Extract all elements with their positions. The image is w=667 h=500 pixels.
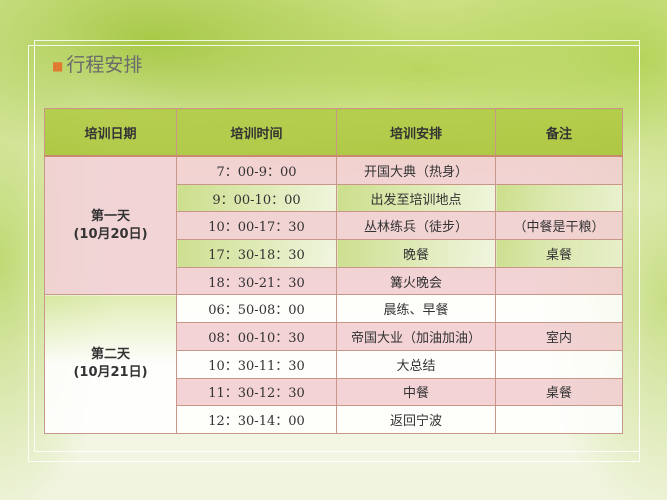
slide-title: ■ 行程安排 bbox=[52, 50, 142, 77]
note-cell: （中餐是干粮） bbox=[495, 211, 623, 241]
header-note: 备注 bbox=[495, 108, 623, 157]
note-cell bbox=[495, 405, 623, 434]
day-cell: 第一天 (10月20日) bbox=[44, 155, 177, 296]
time-cell: 10：30-11：30 bbox=[176, 349, 337, 379]
table-row: 10：00-17：30 丛林练兵（徒步） （中餐是干粮） bbox=[45, 211, 623, 241]
table-row: 12：30-14：00 返回宁波 bbox=[45, 405, 623, 434]
table-row: 11：30-12：30 中餐 桌餐 bbox=[45, 377, 623, 407]
activity-cell: 晨练、早餐 bbox=[336, 294, 496, 324]
note-cell: 室内 bbox=[495, 322, 623, 351]
note-cell bbox=[495, 294, 623, 324]
slide-title-text: 行程安排 bbox=[66, 54, 143, 76]
note-cell: 桌餐 bbox=[495, 377, 623, 407]
note-cell bbox=[495, 183, 623, 213]
day-date: (10月21日) bbox=[73, 365, 148, 381]
activity-cell: 晚餐 bbox=[336, 239, 496, 268]
note-cell bbox=[495, 349, 623, 379]
activity-cell: 大总结 bbox=[336, 349, 496, 379]
table-row: 08：00-10：30 帝国大业（加油加油） 室内 bbox=[45, 322, 623, 351]
header-activity: 培训安排 bbox=[336, 108, 496, 157]
note-cell bbox=[495, 155, 623, 185]
day-cell: 第二天 (10月21日) bbox=[44, 294, 177, 434]
bullet-icon: ■ bbox=[52, 58, 64, 73]
table-row: 第一天 (10月20日) 7：00-9：00 开国大典（热身） bbox=[44, 155, 623, 296]
time-cell: 10：00-17：30 bbox=[176, 211, 337, 241]
activity-cell: 返回宁波 bbox=[336, 405, 496, 434]
note-cell: 桌餐 bbox=[495, 239, 623, 268]
schedule-table: 培训日期 培训时间 培训安排 备注 第一天 (10月20日) 7：00-9：00 开国… bbox=[44, 108, 623, 434]
time-cell: 12：30-14：00 bbox=[176, 405, 337, 434]
day-date: (10月20日) bbox=[73, 226, 148, 242]
time-cell: 7：00-9：00 bbox=[176, 155, 337, 185]
activity-cell: 帝国大业（加油加油） bbox=[336, 322, 496, 351]
activity-cell: 丛林练兵（徒步） bbox=[336, 211, 496, 241]
note-cell bbox=[495, 266, 623, 296]
time-cell: 06：50-08：00 bbox=[176, 294, 337, 324]
time-cell: 9：00-10：00 bbox=[176, 183, 337, 213]
table-header-row: 培训日期 培训时间 培训安排 备注 bbox=[44, 108, 623, 157]
activity-cell: 篝火晚会 bbox=[336, 266, 496, 296]
time-cell: 17：30-18：30 bbox=[176, 239, 337, 268]
time-cell: 08：00-10：30 bbox=[176, 322, 337, 351]
activity-cell: 中餐 bbox=[336, 377, 496, 407]
table-row: 第二天 (10月21日) 06：50-08：00 晨练、早餐 bbox=[44, 294, 623, 434]
activity-cell: 开国大典（热身） bbox=[336, 155, 496, 185]
day-label: 第二天 bbox=[90, 347, 130, 363]
table-row: 10：30-11：30 大总结 bbox=[45, 349, 623, 379]
activity-cell: 出发至培训地点 bbox=[336, 183, 496, 213]
table-row: 9：00-10：00 出发至培训地点 bbox=[45, 183, 623, 213]
time-cell: 18：30-21：30 bbox=[176, 266, 337, 296]
day-label: 第一天 bbox=[90, 208, 130, 224]
time-cell: 11：30-12：30 bbox=[176, 377, 337, 407]
header-time: 培训时间 bbox=[176, 108, 337, 157]
decorative-frame bbox=[34, 40, 640, 452]
table-row: 17：30-18：30 晚餐 桌餐 bbox=[45, 239, 623, 268]
header-date: 培训日期 bbox=[44, 108, 177, 157]
